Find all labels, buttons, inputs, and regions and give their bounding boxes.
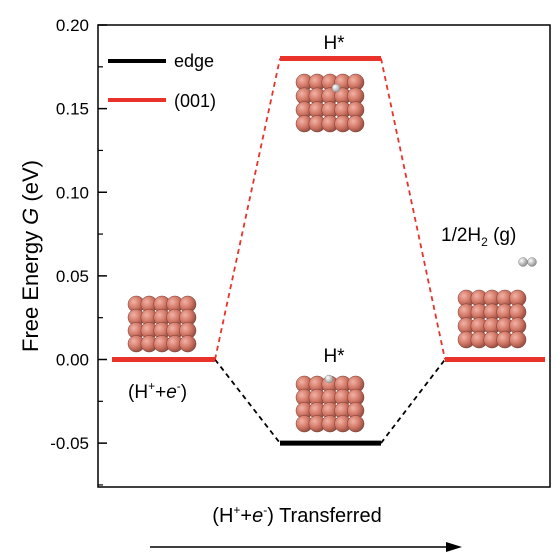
connector-edge [214,358,281,444]
structure-insets [127,73,537,433]
cu-atom [347,115,365,133]
h2-atom [527,257,537,267]
legend: edge (001) [108,51,216,111]
top-state-slab [295,73,365,133]
final-state-label: 1/2H2 (g) [441,225,516,249]
cu-atom [179,335,197,353]
h2-atom [518,257,528,267]
bottom-state-slab [295,374,365,433]
y-axis: 0.20 0.15 0.10 0.05 0.00 -0.05 [50,16,107,486]
bottom-state-label: H* [323,346,345,367]
connector-001 [214,58,281,360]
connector-lines [214,58,446,444]
connector-edge [380,358,446,444]
plot-frame [97,24,551,488]
h-atom [331,83,341,93]
y-tick-label: 0.20 [56,16,89,35]
energy-levels [112,55,545,446]
cu-atom [509,331,527,349]
top-state-label: H* [323,33,345,54]
y-axis-label: Free Energy G (eV) [18,160,43,352]
h2-molecule [518,257,537,267]
y-tick-label: 0.15 [56,100,89,119]
initial-state-slab [127,295,197,353]
y-tick-label: 0.00 [56,351,89,370]
y-tick-label: 0.05 [56,267,89,286]
legend-label-001: (001) [174,91,216,111]
initial-state-label: (H++e-) [128,379,187,403]
y-tick-label: 0.10 [56,183,89,202]
connector-001 [380,58,446,360]
h-atom [324,374,334,384]
final-state-slab [457,289,527,349]
cu-atom [347,415,365,433]
legend-label-edge: edge [174,51,214,71]
direction-arrow [150,542,462,552]
x-axis-label: (H++e-) Transferred [212,503,381,527]
y-tick-label: -0.05 [50,434,89,453]
